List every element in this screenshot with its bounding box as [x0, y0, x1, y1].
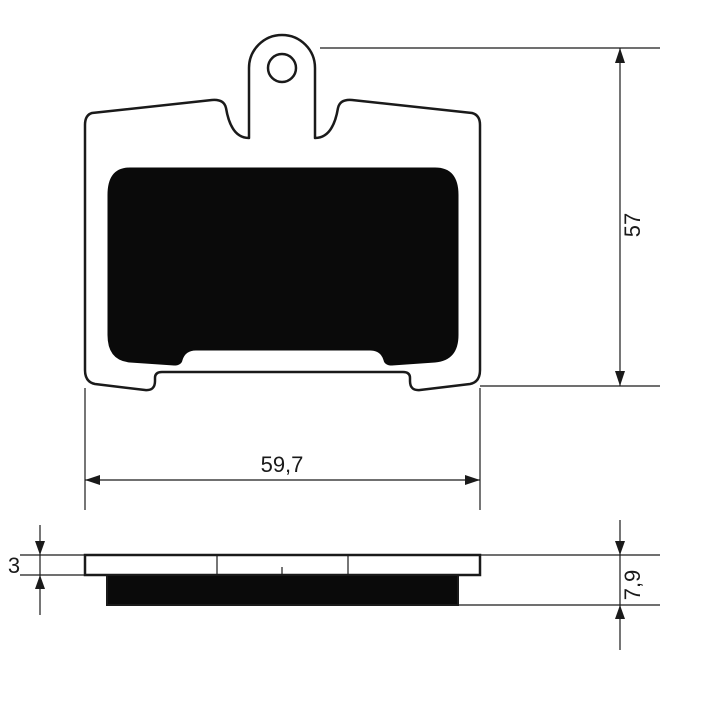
top-view: [85, 35, 480, 390]
friction-pad-top: [108, 168, 458, 365]
mounting-hole: [268, 54, 296, 82]
technical-drawing: 57 59,7 3 7,9: [0, 0, 724, 724]
dim-label-57: 57: [620, 213, 645, 237]
dim-width-597: 59,7: [85, 452, 480, 485]
dim-label-3: 3: [8, 553, 20, 578]
dim-height-57: 57: [615, 48, 645, 386]
friction-pad-side: [107, 575, 458, 605]
side-view: [85, 555, 480, 605]
dim-plate-3: 3: [8, 525, 85, 615]
dim-total-79: 7,9: [458, 520, 660, 650]
dim-label-79: 7,9: [620, 570, 645, 601]
dim-label-597: 59,7: [261, 452, 304, 477]
